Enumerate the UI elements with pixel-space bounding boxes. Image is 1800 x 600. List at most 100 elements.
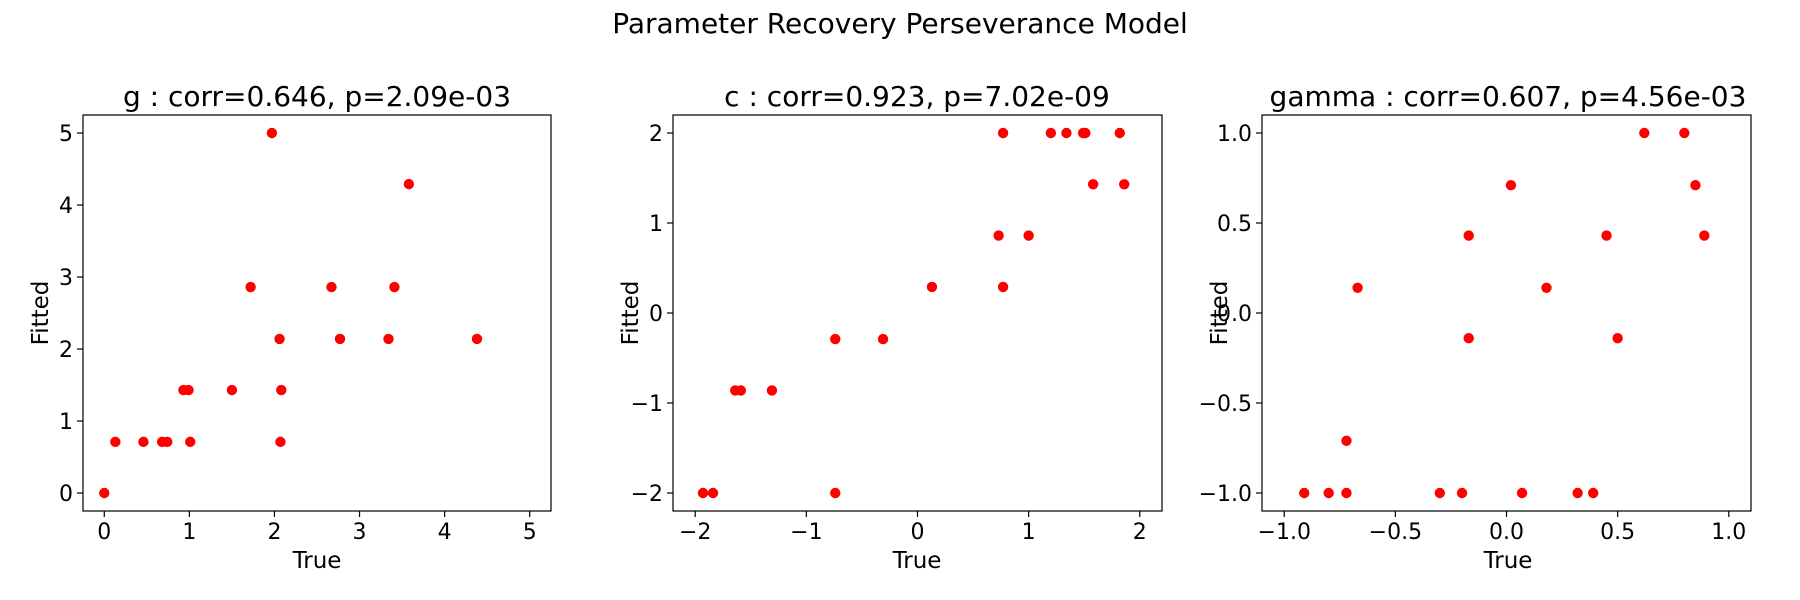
data-point [1434, 487, 1446, 499]
marks-c: −2 −1 0 1 2 −2 −1 0 1 2 [631, 122, 1147, 545]
x-axis-label-c: True [892, 548, 942, 574]
x-tick-label: −1 [790, 520, 822, 545]
data-point [1541, 282, 1552, 293]
data-point [266, 127, 278, 139]
y-axis-label-g: Fitted [28, 281, 54, 346]
data-point [997, 281, 1009, 293]
data-point [997, 127, 1009, 139]
data-point [1119, 179, 1130, 190]
data-point [185, 436, 196, 448]
subplot-title-g: g : corr=0.646, p=2.09e-03 [123, 80, 511, 113]
x-tick-label: 2 [1133, 520, 1147, 545]
data-point [1323, 487, 1334, 499]
x-axis-label-gamma: True [1483, 548, 1533, 574]
data-point [226, 384, 238, 396]
data-point [183, 384, 194, 396]
x-tick-label: 4 [438, 520, 452, 545]
data-point [1601, 230, 1612, 241]
y-tick-label: 3 [59, 266, 73, 291]
data-point [334, 333, 346, 345]
data-point [1087, 179, 1099, 190]
subplot-g: g : corr=0.646, p=2.09e-03 True Fitted [28, 80, 552, 574]
data-point [1456, 487, 1468, 499]
y-tick-label: 2 [649, 122, 663, 147]
marks-gamma: −1.0 −0.5 0.0 0.5 1.0 −1.0 −0.5 0.0 0.5 1.0 [1199, 122, 1747, 545]
x-tick-label: 0 [911, 520, 925, 545]
data-point [926, 281, 938, 293]
y-axis-label-c: Fitted [618, 281, 644, 346]
x-tick-label: 1 [1022, 520, 1036, 545]
data-point [245, 281, 256, 293]
subplot-c: c : corr=0.923, p=7.02e-09 True Fitted [618, 80, 1163, 574]
data-point [99, 487, 110, 499]
y-tick-label: −2 [631, 482, 663, 507]
y-tick-label: −0.5 [1199, 392, 1252, 417]
y-tick-label: 0.5 [1217, 212, 1252, 237]
marks-g: 0 1 2 3 4 5 0 1 2 3 4 5 [59, 122, 537, 545]
data-point [735, 385, 746, 396]
data-point [1341, 487, 1352, 499]
data-point [1587, 487, 1599, 499]
figure-title: Parameter Recovery Perseverance Model [612, 7, 1188, 40]
x-tick-label: −2 [679, 520, 711, 545]
data-point [162, 436, 173, 448]
data-point [1690, 180, 1701, 191]
data-point [1045, 127, 1057, 139]
subplot-gamma: gamma : corr=0.607, p=4.56e-03 True Fitt… [1207, 80, 1752, 574]
y-tick-label: −1.0 [1199, 482, 1252, 507]
data-point [877, 333, 889, 345]
plot-area-c [672, 114, 1163, 512]
y-axis-label-gamma: Fitted [1207, 281, 1233, 346]
data-point [1463, 230, 1474, 241]
y-tick-label: 2 [59, 338, 73, 363]
data-point [138, 436, 149, 448]
y-tick-label: 0 [59, 482, 73, 507]
plot-area-gamma [1261, 114, 1752, 512]
x-tick-label: 0 [97, 520, 111, 545]
x-tick-label: −1.0 [1258, 520, 1311, 545]
data-point [1080, 127, 1091, 139]
x-tick-label: 0.0 [1489, 520, 1524, 545]
data-point [383, 333, 394, 345]
y-tick-label: 5 [59, 122, 73, 147]
data-point [697, 487, 709, 499]
x-tick-label: 3 [353, 520, 367, 545]
data-point [766, 385, 778, 396]
data-point [1639, 127, 1650, 139]
data-point [1341, 435, 1352, 446]
x-tick-label: 2 [267, 520, 281, 545]
subplot-title-gamma: gamma : corr=0.607, p=4.56e-03 [1270, 80, 1747, 113]
y-tick-label: 4 [59, 194, 73, 219]
data-point [110, 436, 121, 448]
data-point [1699, 230, 1710, 241]
subplot-title-c: c : corr=0.923, p=7.02e-09 [724, 80, 1110, 113]
data-point [274, 333, 285, 345]
x-tick-label: 1 [182, 520, 196, 545]
y-tick-label: 0.0 [1217, 302, 1252, 327]
y-tick-label: 1.0 [1217, 122, 1252, 147]
y-tick-label: 1 [649, 212, 663, 237]
data-point [707, 487, 719, 499]
x-tick-label: 0.5 [1600, 520, 1635, 545]
data-point [389, 281, 400, 293]
x-tick-label: 1.0 [1711, 520, 1746, 545]
data-point [1505, 180, 1517, 191]
data-point [1352, 282, 1363, 293]
x-tick-label: 5 [523, 520, 537, 545]
data-point [276, 384, 287, 396]
data-point [1023, 230, 1034, 241]
data-point [1114, 127, 1125, 139]
x-tick-label: −0.5 [1369, 520, 1422, 545]
data-point [993, 230, 1004, 241]
data-point [1299, 487, 1310, 499]
data-point [830, 487, 841, 499]
data-point [1679, 127, 1690, 139]
data-point [1463, 333, 1474, 344]
data-point [471, 333, 483, 345]
data-point [830, 333, 841, 345]
plot-area-g [82, 114, 552, 512]
y-tick-label: 0 [649, 302, 663, 327]
y-tick-label: 1 [59, 410, 73, 435]
data-point [1061, 127, 1072, 139]
